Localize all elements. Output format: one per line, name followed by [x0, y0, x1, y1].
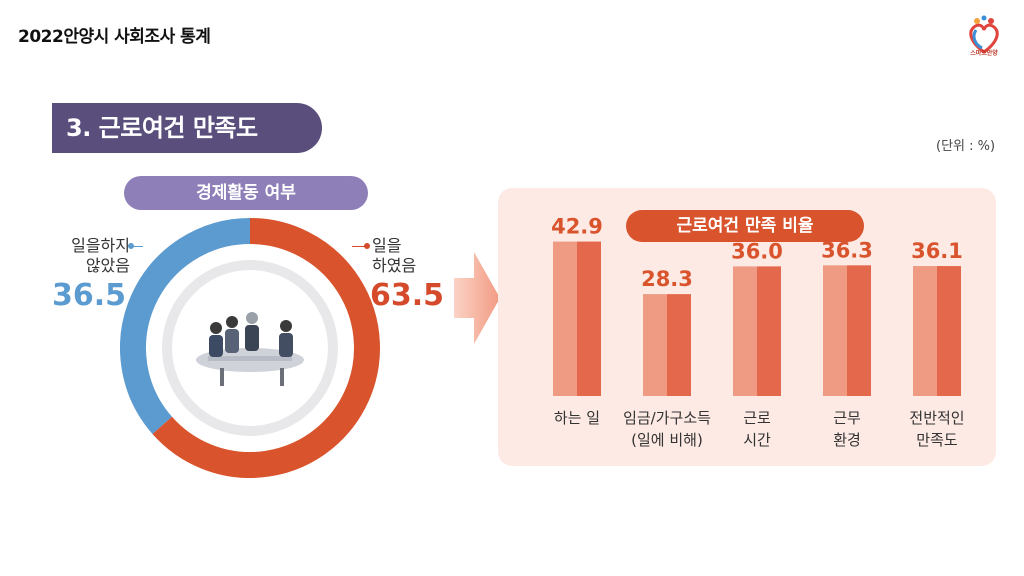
slice-value-not-worked: 36.5	[52, 278, 127, 313]
slice-label-worked: 일을 하였음	[372, 236, 452, 276]
bar	[643, 294, 691, 396]
bar-chart-title: 근로여건 만족 비율	[626, 210, 864, 242]
bar-category-label: 근로	[743, 409, 771, 427]
bar-left-half	[553, 241, 577, 396]
leader-dot-left	[128, 243, 134, 249]
donut-slice-worked	[152, 218, 380, 478]
slice-label-line: 하였음	[372, 256, 417, 275]
bar-category-label: 시간	[743, 431, 771, 449]
leader-dot-right	[364, 243, 370, 249]
smart-anyang-logo-icon	[969, 15, 999, 54]
bar-right-half	[667, 294, 691, 396]
bar-category-label: 하는 일	[554, 409, 600, 427]
bar-category-label: 만족도	[916, 431, 958, 449]
bar-left-half	[733, 266, 757, 396]
employment-donut-chart	[120, 218, 380, 478]
arrow-right-icon	[454, 252, 500, 344]
leader-line-left	[131, 246, 143, 247]
bar-value-label: 42.9	[551, 215, 603, 239]
slice-label-not-worked: 일을하지 않았음	[50, 236, 130, 276]
donut-title: 경제활동 여부	[124, 176, 368, 210]
bar-left-half	[913, 266, 937, 396]
slice-label-line: 않았음	[85, 256, 130, 275]
leader-line-right	[352, 246, 368, 247]
bar-category-label: 환경	[833, 431, 861, 449]
bar-right-half	[847, 265, 871, 396]
meeting-illustration	[196, 312, 304, 386]
slice-label-line: 일을하지	[71, 236, 130, 255]
bar-left-half	[643, 294, 667, 396]
bar-right-half	[757, 266, 781, 396]
bar-value-label: 36.3	[821, 238, 873, 262]
unit-label: (단위 : %)	[936, 139, 996, 154]
bar	[733, 266, 781, 396]
bar	[553, 241, 601, 396]
bar-value-label: 28.3	[641, 267, 693, 291]
bar-right-half	[937, 266, 961, 396]
bar	[823, 265, 871, 396]
slice-label-line: 일을	[372, 236, 402, 255]
bar-left-half	[823, 265, 847, 396]
section-title: 3. 근로여건 만족도	[52, 103, 322, 153]
bar-value-label: 36.0	[731, 239, 783, 263]
bar-right-half	[577, 241, 601, 396]
logo-text: 스마트안양	[970, 50, 998, 57]
page-header-title: 2022안양시 사회조사 통계	[18, 27, 211, 47]
bar	[913, 266, 961, 396]
bar-value-label: 36.1	[911, 239, 963, 263]
donut-slice-not-worked	[120, 218, 251, 434]
bar-category-label: (일에 비해)	[631, 431, 703, 449]
slice-value-worked: 63.5	[370, 278, 445, 313]
bar-category-label: 전반적인	[909, 409, 964, 427]
bar-category-label: 근무	[833, 409, 861, 427]
bar-category-label: 임금/가구소득	[623, 409, 711, 427]
